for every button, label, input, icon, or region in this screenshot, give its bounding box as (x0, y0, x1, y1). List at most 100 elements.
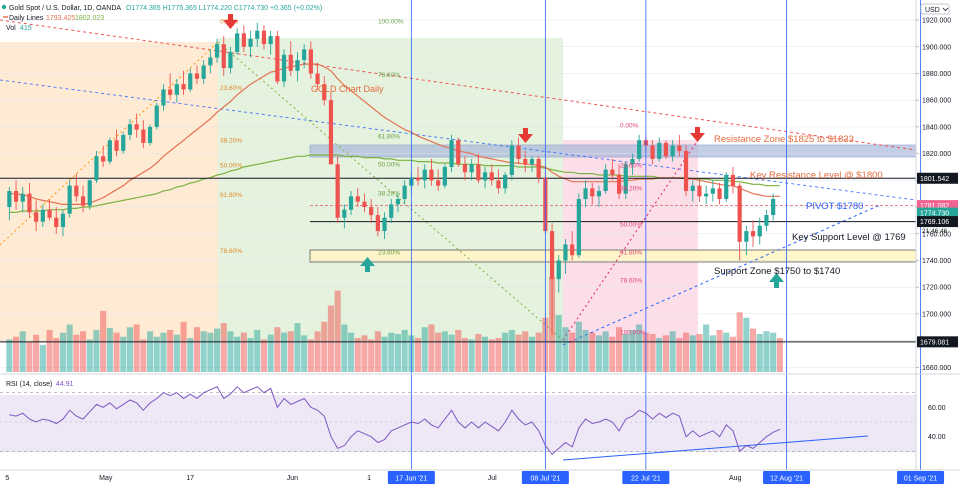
candle (482, 166, 488, 189)
down-arrow-icon (518, 128, 533, 143)
currency-selector[interactable]: USD (920, 3, 950, 15)
volume-bar (448, 334, 455, 372)
candle-body (34, 212, 39, 222)
candle-body (549, 231, 555, 280)
price-label-text: 1769.106 (920, 219, 949, 226)
volume-bar (133, 324, 140, 372)
down-arrow-icon (223, 14, 238, 29)
candle-body (161, 89, 166, 106)
volume-bar (240, 332, 247, 372)
candle-body (724, 174, 729, 200)
candle-body (509, 145, 514, 175)
candle-body (536, 158, 541, 178)
candle-body (603, 169, 608, 192)
candle (127, 118, 133, 141)
candle-body (168, 89, 173, 95)
volume-bar (743, 317, 750, 372)
volume-bar (207, 332, 214, 372)
candle-body (13, 191, 19, 202)
volume-bar (93, 329, 100, 372)
candle (214, 38, 220, 63)
chart-legend[interactable]: Gold Spot / U.S. Dollar, 1D, OANDA O1774… (1, 4, 322, 388)
symbol-title[interactable]: Gold Spot / U.S. Dollar, 1D, OANDA (9, 5, 121, 12)
volume-bar (528, 336, 535, 372)
volume-bar (622, 334, 629, 372)
candle-body (395, 199, 401, 205)
volume-bar (227, 331, 234, 372)
fib-level-label: 0.00% (620, 123, 639, 130)
daily-lines-label[interactable]: Daily Lines (9, 15, 44, 22)
candle (54, 207, 59, 234)
candle-body (201, 65, 206, 79)
countdown-label: 21:46:46 (922, 228, 948, 235)
volume-bar (327, 305, 334, 372)
candle (496, 169, 501, 194)
vol-label[interactable]: Vol (6, 25, 16, 32)
chevron-down-icon (942, 7, 949, 12)
pivot-annotation: PIVOT $1780 (806, 201, 863, 212)
daily-lines-value-1: 1793.425 (46, 15, 75, 22)
candle-body (576, 199, 581, 256)
rsi-axis-label: 40.00 (928, 434, 946, 441)
price-axis-label: 1720.000 (922, 285, 951, 292)
volume-bar (307, 339, 314, 372)
candle-body (315, 73, 320, 85)
candle (744, 225, 749, 256)
candle-body (74, 185, 79, 197)
volume-bar (455, 329, 462, 372)
volume-bar (582, 329, 589, 372)
volume-layer (6, 277, 783, 372)
candle-body (516, 145, 521, 159)
volume-bar (716, 329, 723, 372)
candle (188, 68, 193, 93)
volume-bar (187, 338, 194, 372)
volume-bar (662, 335, 669, 372)
volume-bar (508, 329, 515, 372)
vertical-marker-label: 01 Sep '21 (904, 476, 937, 483)
volume-bar (421, 327, 428, 372)
currency-badge[interactable] (920, 3, 950, 15)
volume-bar (522, 331, 529, 372)
fib-level-label: 38.20% (620, 185, 642, 192)
candle-body (650, 145, 655, 159)
rsi-legend-value: 44.91 (56, 381, 74, 388)
key-support-annotation: Key Support Level @ 1769 (792, 232, 906, 243)
candle (181, 70, 186, 95)
candle-body (67, 185, 72, 214)
fib-level-label: 50.00% (220, 163, 242, 170)
candle-body (563, 244, 568, 261)
volume-bar (354, 338, 361, 372)
volume-bar (636, 324, 643, 372)
candle-body (415, 177, 421, 181)
candle-body (596, 191, 602, 197)
candle (107, 137, 112, 165)
volume-bar (482, 336, 489, 372)
volume-bar (348, 332, 355, 372)
resistance-zone-annotation: Resistance Zone $1825 to $1833 (714, 134, 854, 145)
candle-body (750, 231, 756, 237)
symbol-status-icon (1, 4, 7, 10)
volume-bar (260, 339, 267, 372)
currency-label: USD (925, 7, 940, 14)
fib-level-label: 23.60% (220, 85, 242, 92)
volume-bar (468, 339, 475, 372)
candle (7, 187, 12, 221)
candle-body (730, 174, 736, 186)
rsi-legend-label[interactable]: RSI (14, close) (6, 381, 52, 388)
candle-body (127, 124, 133, 135)
ema-layer (9, 63, 780, 213)
price-axis-label: 1840.000 (922, 124, 951, 131)
volume-bar (214, 328, 221, 372)
candle-body (389, 204, 394, 218)
candle-body (657, 142, 662, 159)
candle (596, 185, 602, 208)
price-axis-label: 1920.000 (922, 18, 951, 25)
candle-body (121, 134, 126, 151)
candle (529, 156, 535, 173)
fib-level-label: 100.00% (378, 18, 404, 25)
fib-level-label: 50.00% (620, 221, 642, 228)
candle (255, 22, 260, 47)
volume-bar (13, 336, 20, 372)
